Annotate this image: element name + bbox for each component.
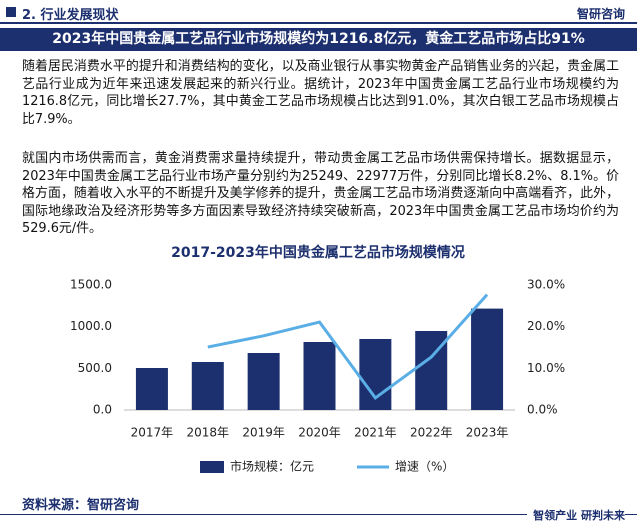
x-tick-label: 2017年: [131, 426, 174, 440]
y2-tick-label: 0.0%: [527, 403, 558, 417]
x-tick-label: 2018年: [187, 426, 230, 440]
section-icon: [6, 7, 16, 17]
footer-slogan: 智领产业 研判未来: [527, 507, 625, 523]
y-tick-label: 1000.0: [70, 319, 112, 333]
divider: [0, 22, 637, 24]
x-tick-label: 2023年: [466, 426, 509, 440]
headline: 2023年中国贵金属工艺品行业市场规模约为1216.8亿元，黄金工艺品市场占比9…: [0, 28, 637, 51]
x-tick-label: 2022年: [410, 426, 453, 440]
paragraph: 就国内市场供需而言，黄金消费需求量持续提升，带动贵金属工艺品市场供需保持增长。据…: [22, 151, 619, 236]
chart-title: 2017-2023年中国贵金属工艺品市场规模情况: [171, 244, 465, 261]
y2-tick-label: 30.0%: [527, 278, 565, 292]
line: [207, 293, 489, 401]
divider: [0, 514, 637, 515]
paragraph: 随着居民消费水平的提升和消费结构的变化，以及商业银行从事实物黄金产品销售业务的兴…: [22, 59, 619, 127]
legend-swatch: [200, 461, 224, 473]
chart: 2017-2023年中国贵金属工艺品市场规模情况 0.0 500.0 1000.0 1…: [70, 244, 565, 474]
source: 资料来源：智研咨询: [22, 498, 140, 513]
x-tick-label: 2021年: [354, 426, 397, 440]
x-tick-label: 2019年: [242, 426, 285, 440]
bar: [303, 342, 336, 410]
y2-tick-label: 20.0%: [527, 319, 565, 333]
legend-label: 增速（%）: [395, 460, 454, 474]
bar: [191, 362, 224, 410]
bar: [135, 368, 168, 410]
bar: [471, 308, 504, 410]
bar: [247, 353, 280, 410]
legend-label: 市场规模：亿元: [230, 459, 314, 474]
x-tick-label: 2020年: [298, 426, 341, 440]
y-tick-label: 1500.0: [70, 278, 112, 292]
section-title: 2. 行业发展现状: [22, 8, 119, 23]
y-tick-label: 0.0: [93, 403, 112, 417]
y-tick-label: 500.0: [78, 361, 112, 375]
logo: 智研咨询: [576, 7, 625, 21]
y2-tick-label: 10.0%: [527, 361, 565, 375]
